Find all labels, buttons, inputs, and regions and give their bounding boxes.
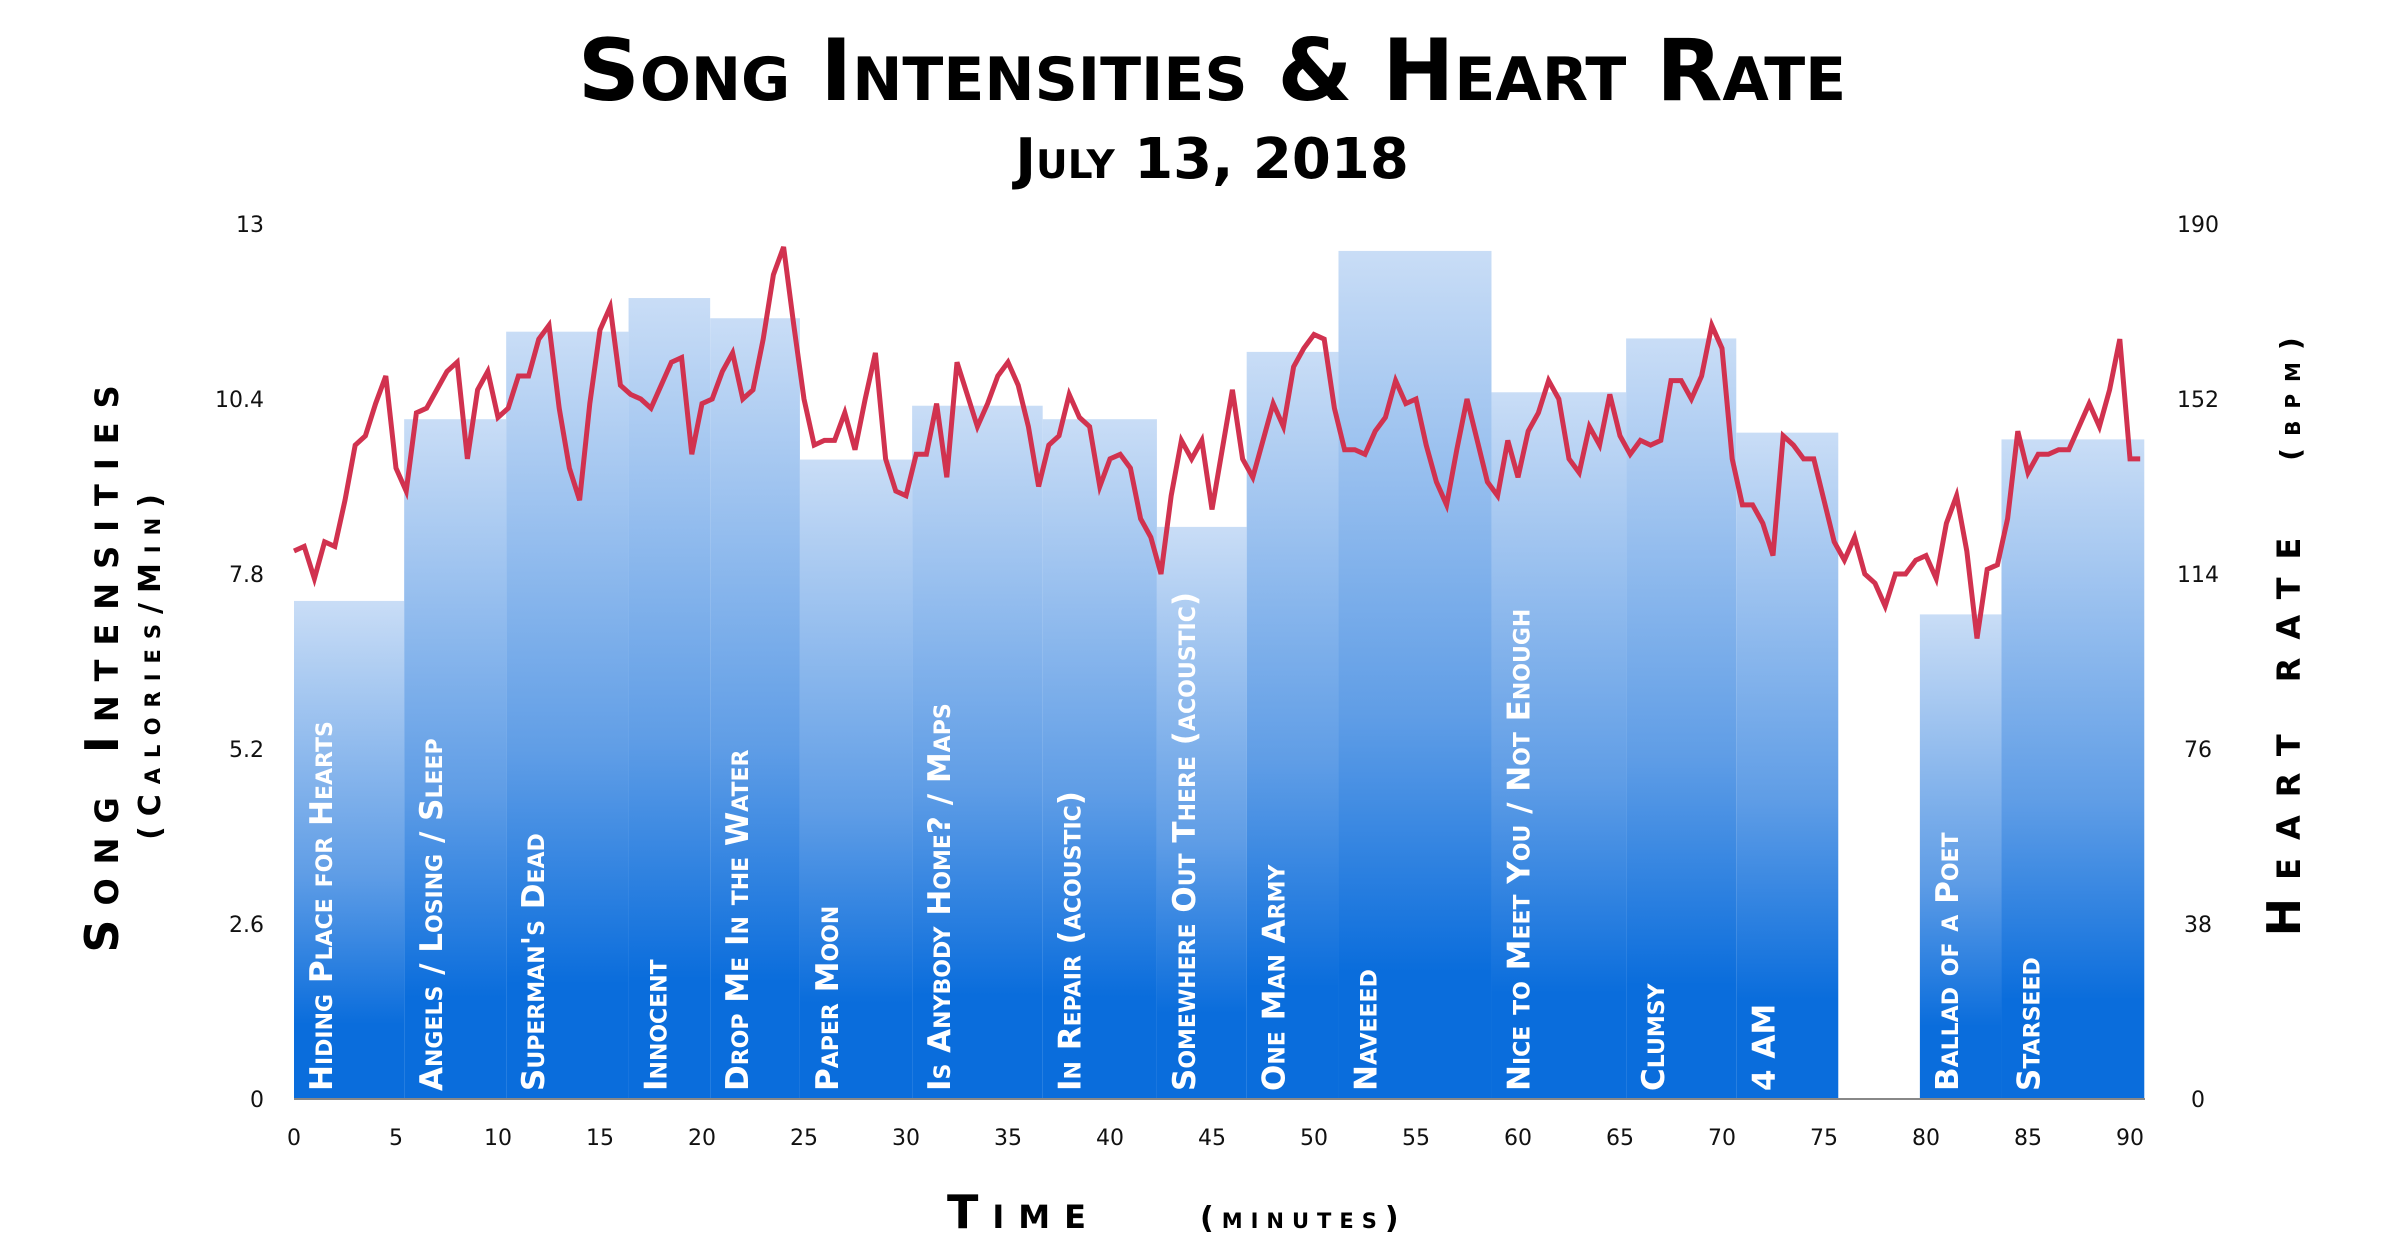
- x-axis-unit: (minutes): [1200, 1201, 1407, 1236]
- bars-group: [294, 250, 2145, 1100]
- song-labels-group: Hiding Place for Hearts Angels / Losing /…: [304, 592, 2047, 1091]
- song-label: Paper Moon: [810, 906, 846, 1091]
- heart-rate-group: [292, 246, 2141, 639]
- y-left-tick-label: 0: [250, 1088, 264, 1113]
- x-tick-label: 50: [1300, 1126, 1328, 1151]
- x-tick-label: 45: [1198, 1126, 1226, 1151]
- x-tick-label: 0: [287, 1126, 301, 1151]
- y-right-tick-label: 114: [2177, 563, 2219, 588]
- y-left-tick-label: 7.8: [229, 563, 264, 588]
- x-tick-label: 40: [1096, 1126, 1124, 1151]
- x-axis-title: Time (minutes): [947, 1185, 1407, 1239]
- y-right-tick-label: 38: [2184, 913, 2212, 938]
- left-axis-label: Song Intensities: [75, 371, 129, 952]
- song-label: Somewhere Out There (acoustic): [1167, 592, 1203, 1091]
- x-tick-label: 75: [1810, 1126, 1838, 1151]
- song-bar: [1626, 338, 1737, 1099]
- chart-title: Song Intensities & Heart Rate: [578, 21, 1846, 121]
- x-tick-label: 70: [1708, 1126, 1736, 1151]
- song-bar: [1919, 614, 2002, 1099]
- x-tick-label: 90: [2116, 1126, 2144, 1151]
- song-label: Clumsy: [1636, 982, 1672, 1091]
- x-tick-label: 5: [389, 1126, 403, 1151]
- song-bar: [1246, 351, 1339, 1099]
- song-label: In Repair (acoustic): [1053, 791, 1089, 1091]
- x-tick-label: 80: [1912, 1126, 1940, 1151]
- song-bar: [1156, 526, 1247, 1099]
- x-axis-label: Time: [947, 1185, 1100, 1239]
- y-right-tick-label: 152: [2177, 388, 2219, 413]
- y-left-tick-label: 5.2: [229, 738, 264, 763]
- y-right-tick-label: 190: [2177, 213, 2219, 238]
- song-bar: [1042, 419, 1157, 1099]
- left-axis-title: Song Intensities (Calories/Min): [75, 371, 168, 952]
- song-bar: [1338, 250, 1492, 1099]
- x-tick-label: 65: [1606, 1126, 1634, 1151]
- song-bar: [294, 600, 405, 1099]
- x-tick-label: 55: [1402, 1126, 1430, 1151]
- song-label: Starseed: [2011, 957, 2047, 1091]
- y-left-tick-label: 2.6: [229, 913, 264, 938]
- song-bar: [404, 419, 507, 1099]
- song-label: Is Anybody Home? / Maps: [922, 703, 958, 1091]
- x-tick-label: 30: [892, 1126, 920, 1151]
- song-label: Superman's Dead: [516, 833, 552, 1091]
- right-axis-title: Heart rate (bpm): [2257, 325, 2311, 936]
- chart-subtitle: July 13, 2018: [1011, 127, 1409, 192]
- y-right-tick-label: 0: [2191, 1088, 2205, 1113]
- x-tick-label: 25: [790, 1126, 818, 1151]
- song-bar: [2001, 439, 2145, 1099]
- x-tick-label: 10: [484, 1126, 512, 1151]
- x-tick-label: 20: [688, 1126, 716, 1151]
- song-bar: [1736, 432, 1839, 1100]
- right-axis-unit: (bpm): [2274, 325, 2307, 460]
- song-label: Drop Me In the Water: [720, 750, 756, 1091]
- right-axis-label: Heart rate: [2257, 520, 2311, 937]
- x-tick-label: 85: [2014, 1126, 2042, 1151]
- ticks-group: 0 5 10 15 20 25 30 35 40 45 50 55 60 65 70 75 80 85 9002.6…: [215, 213, 2219, 1151]
- song-label: Innocent: [639, 959, 675, 1091]
- y-left-tick-label: 13: [236, 213, 264, 238]
- heart-rate-line: [292, 246, 2141, 639]
- song-label: Angels / Losing / Sleep: [414, 738, 450, 1091]
- song-label: 4 AM: [1746, 1004, 1782, 1091]
- song-bar: [710, 318, 800, 1099]
- song-label: Hiding Place for Hearts: [304, 721, 340, 1091]
- song-label: Naveeed: [1348, 969, 1384, 1091]
- song-bar: [912, 405, 1043, 1099]
- song-label: One Man Army: [1257, 864, 1293, 1091]
- x-tick-label: 60: [1504, 1126, 1532, 1151]
- x-tick-label: 15: [586, 1126, 614, 1151]
- song-bar: [1491, 392, 1627, 1099]
- y-right-tick-label: 76: [2184, 738, 2212, 763]
- y-left-tick-label: 10.4: [215, 388, 264, 413]
- left-axis-unit: (Calories/Min): [133, 484, 168, 840]
- x-tick-label: 35: [994, 1126, 1022, 1151]
- song-bar: [799, 459, 913, 1100]
- song-label: Nice to Meet You / Not Enough: [1501, 609, 1537, 1091]
- song-label: Ballad of a Poet: [1930, 832, 1966, 1091]
